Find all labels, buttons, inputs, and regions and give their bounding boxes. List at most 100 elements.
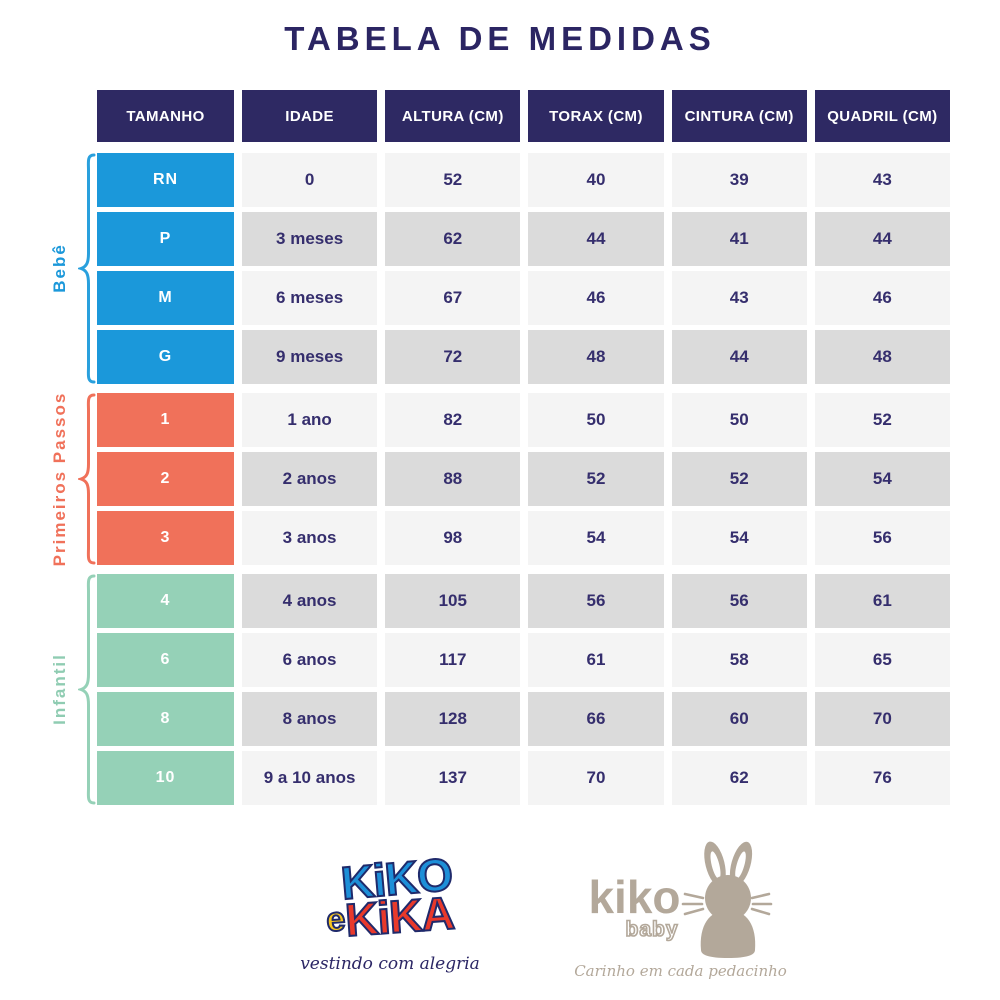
idade-cell: 4 anos [242,574,378,628]
cintura-cell: 62 [671,751,807,805]
table-row-10: 10 9 a 10 anos 137 70 62 76 [97,751,950,805]
group-label-infantil: Infantil [50,653,69,725]
cintura-cell: 54 [671,511,807,565]
idade-cell: 9 meses [242,330,378,384]
quadril-cell: 52 [814,393,950,447]
cintura-cell: 50 [671,393,807,447]
altura-cell: 105 [385,574,521,628]
quadril-cell: 65 [814,633,950,687]
size-cell: 8 [97,692,234,746]
idade-cell: 6 anos [242,633,378,687]
measurement-table: TAMANHO IDADE ALTURA (CM) TORAX (CM) CIN… [97,90,950,805]
quadril-cell: 54 [814,452,950,506]
bebe-group-brace [78,153,96,384]
cintura-cell: 60 [671,692,807,746]
cintura-cell: 43 [671,271,807,325]
torax-cell: 52 [528,452,664,506]
table-row-g: G 9 meses 72 48 44 48 [97,330,950,384]
altura-cell: 98 [385,511,521,565]
size-cell: M [97,271,234,325]
kiko-baby-logo: kiko baby [568,838,793,980]
primeiros-passos-group-brace [78,393,96,565]
idade-cell: 8 anos [242,692,378,746]
idade-cell: 0 [242,153,378,207]
cintura-cell: 56 [671,574,807,628]
torax-cell: 66 [528,692,664,746]
quadril-cell: 56 [814,511,950,565]
altura-cell: 67 [385,271,521,325]
header-altura: ALTURA (CM) [385,90,521,142]
kiko-baby-sub: baby [625,917,679,942]
cintura-cell: 52 [671,452,807,506]
size-cell: RN [97,153,234,207]
kiko-baby-tagline: Carinho em cada pedacinho [574,962,787,980]
size-cell: 6 [97,633,234,687]
torax-cell: 46 [528,271,664,325]
quadril-cell: 61 [814,574,950,628]
kiko-baby-name: kiko [588,871,681,923]
torax-cell: 48 [528,330,664,384]
torax-cell: 50 [528,393,664,447]
kika-wordmark: KiKA [343,886,457,947]
altura-cell: 82 [385,393,521,447]
header-idade: IDADE [242,90,378,142]
torax-cell: 70 [528,751,664,805]
header-cintura: CINTURA (CM) [671,90,807,142]
kiko-baby-lockup: kiko baby [568,838,793,960]
table-row-p: P 3 meses 62 44 41 44 [97,212,950,266]
kiko-e-kika-tagline: vestindo com alegria [300,954,480,974]
altura-cell: 72 [385,330,521,384]
torax-cell: 61 [528,633,664,687]
idade-cell: 2 anos [242,452,378,506]
cintura-cell: 39 [671,153,807,207]
quadril-cell: 44 [814,212,950,266]
kika-wordmark-line: eKiKA [278,882,501,951]
size-cell: 3 [97,511,234,565]
torax-cell: 44 [528,212,664,266]
header-tamanho: TAMANHO [97,90,234,142]
table-row-2: 2 2 anos 88 52 52 54 [97,452,950,506]
quadril-cell: 43 [814,153,950,207]
cintura-cell: 44 [671,330,807,384]
torax-cell: 40 [528,153,664,207]
altura-cell: 128 [385,692,521,746]
idade-cell: 3 anos [242,511,378,565]
table-header-row: TAMANHO IDADE ALTURA (CM) TORAX (CM) CIN… [97,90,950,142]
table-row-rn: RN 0 52 40 39 43 [97,153,950,207]
quadril-cell: 46 [814,271,950,325]
header-torax: TORAX (CM) [528,90,664,142]
table-row-1: 1 1 ano 82 50 50 52 [97,393,950,447]
table-row-m: M 6 meses 67 46 43 46 [97,271,950,325]
size-cell: 10 [97,751,234,805]
size-cell: 2 [97,452,234,506]
group-label-primeiros-passos: Primeiros Passos [50,391,69,567]
table-row-6: 6 6 anos 117 61 58 65 [97,633,950,687]
altura-cell: 117 [385,633,521,687]
idade-cell: 1 ano [242,393,378,447]
altura-cell: 52 [385,153,521,207]
page-title: TABELA DE MEDIDAS [284,20,716,57]
table-row-8: 8 8 anos 128 66 60 70 [97,692,950,746]
idade-cell: 6 meses [242,271,378,325]
torax-cell: 56 [528,574,664,628]
infantil-group-brace [78,574,96,805]
kiko-baby-wordmark: kiko baby [588,874,680,942]
quadril-cell: 76 [814,751,950,805]
group-label-bebe: Bebê [50,243,69,293]
size-cell: G [97,330,234,384]
quadril-cell: 48 [814,330,950,384]
table-row-3: 3 3 anos 98 54 54 56 [97,511,950,565]
altura-cell: 137 [385,751,521,805]
cintura-cell: 41 [671,212,807,266]
table-row-4: 4 4 anos 105 56 56 61 [97,574,950,628]
idade-cell: 3 meses [242,212,378,266]
quadril-cell: 70 [814,692,950,746]
altura-cell: 62 [385,212,521,266]
torax-cell: 54 [528,511,664,565]
size-cell: P [97,212,234,266]
bunny-icon [681,841,772,958]
header-quadril: QUADRIL (CM) [814,90,950,142]
size-cell: 4 [97,574,234,628]
idade-cell: 9 a 10 anos [242,751,378,805]
